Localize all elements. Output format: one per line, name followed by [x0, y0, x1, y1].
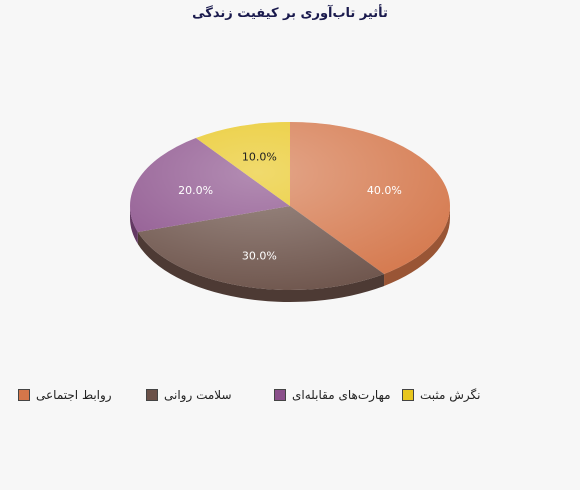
legend-label: روابط اجتماعی	[36, 388, 112, 402]
legend-label: نگرش مثبت	[420, 388, 481, 402]
legend-swatch	[146, 389, 158, 401]
pie-slice-side	[130, 206, 138, 244]
chart-title: تأثیر تاب‌آوری بر کیفیت زندگی	[192, 6, 388, 21]
pie-data-label: 30.0%	[242, 250, 277, 263]
legend-item: سلامت روانی	[146, 388, 232, 402]
legend-swatch	[18, 389, 30, 401]
legend-item: روابط اجتماعی	[18, 388, 112, 402]
pie-data-label: 40.0%	[367, 184, 402, 197]
pie-gloss	[130, 122, 450, 290]
legend-label: سلامت روانی	[164, 388, 232, 402]
pie-slice-side	[137, 231, 385, 303]
legend-swatch	[402, 389, 414, 401]
pie-slices	[130, 122, 451, 291]
legend-item: نگرش مثبت	[402, 388, 481, 402]
pie-data-label: 20.0%	[178, 184, 213, 197]
chart-legend: روابط اجتماعی سلامت روانی مهارت‌های مقاب…	[18, 388, 578, 408]
pie-data-label: 10.0%	[242, 150, 277, 163]
pie-data-labels: 40.0% 30.0% 20.0% 10.0%	[178, 150, 402, 262]
pie-slice-side	[384, 206, 450, 286]
pie-depth	[130, 206, 450, 303]
legend-swatch	[274, 389, 286, 401]
legend-label: مهارت‌های مقابله‌ای	[292, 388, 391, 402]
pie-chart: 40.0% 30.0% 20.0% 10.0%	[130, 122, 451, 303]
legend-item: مهارت‌های مقابله‌ای	[274, 388, 391, 402]
